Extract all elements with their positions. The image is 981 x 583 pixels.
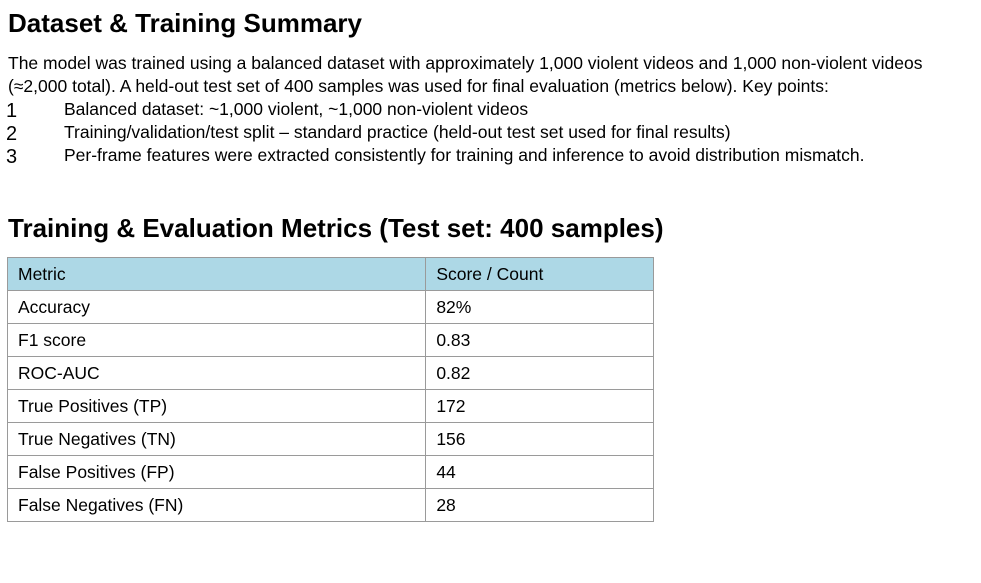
table-row: False Negatives (FN) 28 <box>6 488 654 522</box>
metric-name-cell: False Negatives (FN) <box>6 488 427 522</box>
list-item-number: 3 <box>6 146 18 168</box>
metric-name-cell: True Positives (TP) <box>6 389 427 423</box>
metric-value-cell: 0.82 <box>425 356 654 390</box>
column-header-metric: Metric <box>6 257 427 291</box>
metric-value-cell: 44 <box>425 455 654 489</box>
table-row: True Positives (TP) 172 <box>6 389 654 423</box>
table-row: Accuracy 82% <box>6 290 654 324</box>
list-item-text: Balanced dataset: ~1,000 violent, ~1,000… <box>64 99 529 119</box>
metric-name-cell: True Negatives (TN) <box>6 422 427 456</box>
metric-name-cell: Accuracy <box>6 290 427 324</box>
table-header-row: Metric Score / Count <box>6 257 654 291</box>
column-header-score: Score / Count <box>425 257 654 291</box>
list-item-number: 2 <box>6 123 18 145</box>
table-row: False Positives (FP) 44 <box>6 455 654 489</box>
metrics-heading: Training & Evaluation Metrics (Test set:… <box>8 213 664 243</box>
table-row: True Negatives (TN) 156 <box>6 422 654 456</box>
metric-value-cell: 156 <box>425 422 654 456</box>
metric-name-cell: False Positives (FP) <box>6 455 427 489</box>
key-points-list: 1 Balanced dataset: ~1,000 violent, ~1,0… <box>6 98 973 168</box>
summary-intro-paragraph: The model was trained using a balanced d… <box>8 53 923 96</box>
list-item: 3 Per-frame features were extracted cons… <box>6 144 973 168</box>
list-item-text: Per-frame features were extracted consis… <box>64 145 865 165</box>
metric-value-cell: 82% <box>425 290 654 324</box>
metric-value-cell: 28 <box>425 488 654 522</box>
summary-heading: Dataset & Training Summary <box>8 8 362 38</box>
metric-name-cell: ROC-AUC <box>6 356 427 390</box>
metric-name-cell: F1 score <box>6 323 427 357</box>
table-row: F1 score 0.83 <box>6 323 654 357</box>
metrics-table: Metric Score / Count Accuracy 82% F1 sco… <box>6 257 654 522</box>
metric-value-cell: 0.83 <box>425 323 654 357</box>
metric-value-cell: 172 <box>425 389 654 423</box>
list-item-text: Training/validation/test split – standar… <box>64 122 731 142</box>
table-row: ROC-AUC 0.82 <box>6 356 654 390</box>
list-item: 1 Balanced dataset: ~1,000 violent, ~1,0… <box>6 98 973 122</box>
list-item-number: 1 <box>6 100 18 122</box>
list-item: 2 Training/validation/test split – stand… <box>6 121 973 145</box>
